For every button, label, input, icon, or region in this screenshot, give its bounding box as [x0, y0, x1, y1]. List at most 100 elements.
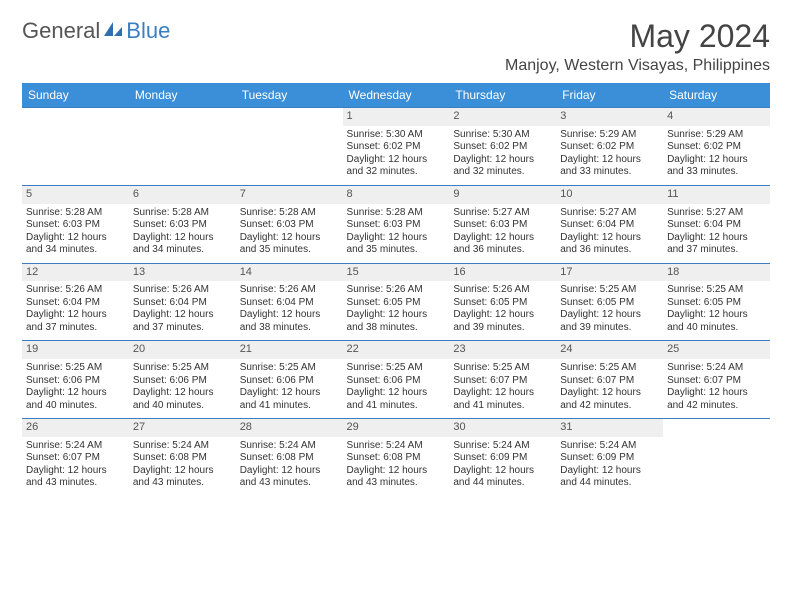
calendar-cell: [129, 108, 236, 186]
daylight-line: Daylight: 12 hours and 43 minutes.: [26, 465, 125, 490]
sunset-line: Sunset: 6:03 PM: [133, 219, 232, 232]
day-number: 10: [556, 186, 663, 204]
calendar-week-row: 26Sunrise: 5:24 AMSunset: 6:07 PMDayligh…: [22, 419, 770, 496]
sunrise-line: Sunrise: 5:26 AM: [240, 284, 339, 297]
sunrise-line: Sunrise: 5:28 AM: [133, 207, 232, 220]
day-number: 27: [129, 419, 236, 437]
calendar-cell: 19Sunrise: 5:25 AMSunset: 6:06 PMDayligh…: [22, 341, 129, 419]
day-number: 21: [236, 341, 343, 359]
sunset-line: Sunset: 6:06 PM: [133, 375, 232, 388]
daylight-line: Daylight: 12 hours and 34 minutes.: [26, 232, 125, 257]
day-number: 25: [663, 341, 770, 359]
sunrise-line: Sunrise: 5:24 AM: [240, 440, 339, 453]
day-of-week-header: Wednesday: [343, 83, 450, 108]
day-number: 3: [556, 108, 663, 126]
day-number: 30: [449, 419, 556, 437]
calendar-cell: 23Sunrise: 5:25 AMSunset: 6:07 PMDayligh…: [449, 341, 556, 419]
daylight-line: Daylight: 12 hours and 35 minutes.: [240, 232, 339, 257]
sunset-line: Sunset: 6:04 PM: [560, 219, 659, 232]
sunset-line: Sunset: 6:04 PM: [26, 297, 125, 310]
sunset-line: Sunset: 6:04 PM: [240, 297, 339, 310]
calendar-cell: 22Sunrise: 5:25 AMSunset: 6:06 PMDayligh…: [343, 341, 450, 419]
calendar-cell: 31Sunrise: 5:24 AMSunset: 6:09 PMDayligh…: [556, 419, 663, 496]
sunset-line: Sunset: 6:05 PM: [560, 297, 659, 310]
day-number: 9: [449, 186, 556, 204]
sunrise-line: Sunrise: 5:28 AM: [347, 207, 446, 220]
daylight-line: Daylight: 12 hours and 35 minutes.: [347, 232, 446, 257]
sunrise-line: Sunrise: 5:30 AM: [347, 129, 446, 142]
calendar-table: SundayMondayTuesdayWednesdayThursdayFrid…: [22, 83, 770, 496]
calendar-cell: 10Sunrise: 5:27 AMSunset: 6:04 PMDayligh…: [556, 185, 663, 263]
calendar-week-row: 5Sunrise: 5:28 AMSunset: 6:03 PMDaylight…: [22, 185, 770, 263]
sunrise-line: Sunrise: 5:25 AM: [240, 362, 339, 375]
daylight-line: Daylight: 12 hours and 41 minutes.: [240, 387, 339, 412]
sunset-line: Sunset: 6:06 PM: [347, 375, 446, 388]
day-of-week-row: SundayMondayTuesdayWednesdayThursdayFrid…: [22, 83, 770, 108]
daylight-line: Daylight: 12 hours and 42 minutes.: [560, 387, 659, 412]
brand-text-general: General: [22, 18, 100, 44]
calendar-cell: 29Sunrise: 5:24 AMSunset: 6:08 PMDayligh…: [343, 419, 450, 496]
calendar-cell: 6Sunrise: 5:28 AMSunset: 6:03 PMDaylight…: [129, 185, 236, 263]
day-number: 8: [343, 186, 450, 204]
daylight-line: Daylight: 12 hours and 38 minutes.: [240, 309, 339, 334]
sunset-line: Sunset: 6:08 PM: [240, 452, 339, 465]
calendar-cell: 25Sunrise: 5:24 AMSunset: 6:07 PMDayligh…: [663, 341, 770, 419]
daylight-line: Daylight: 12 hours and 40 minutes.: [133, 387, 232, 412]
daylight-line: Daylight: 12 hours and 32 minutes.: [453, 154, 552, 179]
sunset-line: Sunset: 6:05 PM: [667, 297, 766, 310]
day-of-week-header: Tuesday: [236, 83, 343, 108]
calendar-cell: 18Sunrise: 5:25 AMSunset: 6:05 PMDayligh…: [663, 263, 770, 341]
sunset-line: Sunset: 6:04 PM: [667, 219, 766, 232]
calendar-cell: [236, 108, 343, 186]
sunset-line: Sunset: 6:02 PM: [667, 141, 766, 154]
sunrise-line: Sunrise: 5:26 AM: [347, 284, 446, 297]
header: General Blue May 2024 Manjoy, Western Vi…: [22, 18, 770, 75]
daylight-line: Daylight: 12 hours and 33 minutes.: [560, 154, 659, 179]
day-of-week-header: Friday: [556, 83, 663, 108]
day-number: 28: [236, 419, 343, 437]
calendar-cell: 27Sunrise: 5:24 AMSunset: 6:08 PMDayligh…: [129, 419, 236, 496]
sunset-line: Sunset: 6:08 PM: [347, 452, 446, 465]
calendar-cell: 21Sunrise: 5:25 AMSunset: 6:06 PMDayligh…: [236, 341, 343, 419]
daylight-line: Daylight: 12 hours and 41 minutes.: [347, 387, 446, 412]
calendar-cell: 5Sunrise: 5:28 AMSunset: 6:03 PMDaylight…: [22, 185, 129, 263]
sunrise-line: Sunrise: 5:29 AM: [560, 129, 659, 142]
daylight-line: Daylight: 12 hours and 37 minutes.: [667, 232, 766, 257]
location-subtitle: Manjoy, Western Visayas, Philippines: [505, 57, 770, 75]
day-of-week-header: Sunday: [22, 83, 129, 108]
sunset-line: Sunset: 6:09 PM: [453, 452, 552, 465]
daylight-line: Daylight: 12 hours and 39 minutes.: [560, 309, 659, 334]
sunset-line: Sunset: 6:05 PM: [347, 297, 446, 310]
sunrise-line: Sunrise: 5:27 AM: [453, 207, 552, 220]
sunrise-line: Sunrise: 5:30 AM: [453, 129, 552, 142]
sunrise-line: Sunrise: 5:29 AM: [667, 129, 766, 142]
sunset-line: Sunset: 6:07 PM: [26, 452, 125, 465]
calendar-week-row: 19Sunrise: 5:25 AMSunset: 6:06 PMDayligh…: [22, 341, 770, 419]
daylight-line: Daylight: 12 hours and 41 minutes.: [453, 387, 552, 412]
daylight-line: Daylight: 12 hours and 37 minutes.: [133, 309, 232, 334]
sunset-line: Sunset: 6:02 PM: [347, 141, 446, 154]
daylight-line: Daylight: 12 hours and 42 minutes.: [667, 387, 766, 412]
sunrise-line: Sunrise: 5:24 AM: [133, 440, 232, 453]
calendar-week-row: 12Sunrise: 5:26 AMSunset: 6:04 PMDayligh…: [22, 263, 770, 341]
daylight-line: Daylight: 12 hours and 39 minutes.: [453, 309, 552, 334]
sunrise-line: Sunrise: 5:24 AM: [560, 440, 659, 453]
day-number: 5: [22, 186, 129, 204]
brand-text-blue: Blue: [126, 18, 170, 44]
calendar-cell: 7Sunrise: 5:28 AMSunset: 6:03 PMDaylight…: [236, 185, 343, 263]
calendar-cell: 11Sunrise: 5:27 AMSunset: 6:04 PMDayligh…: [663, 185, 770, 263]
daylight-line: Daylight: 12 hours and 43 minutes.: [133, 465, 232, 490]
daylight-line: Daylight: 12 hours and 44 minutes.: [453, 465, 552, 490]
day-number: 26: [22, 419, 129, 437]
calendar-week-row: 1Sunrise: 5:30 AMSunset: 6:02 PMDaylight…: [22, 108, 770, 186]
sunrise-line: Sunrise: 5:25 AM: [667, 284, 766, 297]
title-block: May 2024 Manjoy, Western Visayas, Philip…: [505, 18, 770, 75]
day-number: 16: [449, 264, 556, 282]
calendar-cell: 28Sunrise: 5:24 AMSunset: 6:08 PMDayligh…: [236, 419, 343, 496]
sunrise-line: Sunrise: 5:25 AM: [133, 362, 232, 375]
calendar-cell: 24Sunrise: 5:25 AMSunset: 6:07 PMDayligh…: [556, 341, 663, 419]
calendar-cell: 2Sunrise: 5:30 AMSunset: 6:02 PMDaylight…: [449, 108, 556, 186]
sunrise-line: Sunrise: 5:24 AM: [26, 440, 125, 453]
daylight-line: Daylight: 12 hours and 40 minutes.: [26, 387, 125, 412]
daylight-line: Daylight: 12 hours and 44 minutes.: [560, 465, 659, 490]
